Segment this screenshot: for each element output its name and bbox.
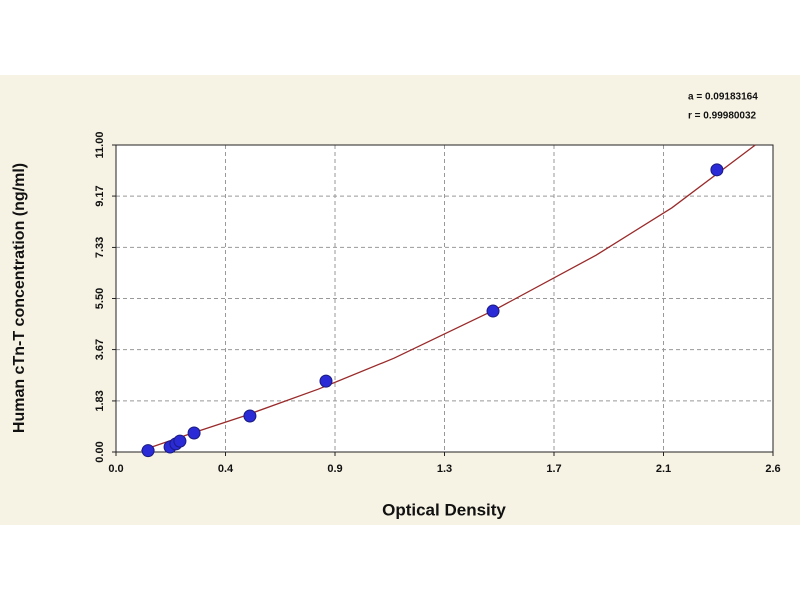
y-tick-label: 7.33 — [94, 237, 106, 258]
x-tick-label: 0.0 — [108, 463, 123, 475]
x-tick-label: 0.4 — [218, 463, 234, 475]
data-point — [243, 409, 257, 423]
y-tick-label: 5.50 — [94, 288, 106, 309]
y-tick-label: 0.00 — [94, 441, 106, 462]
plot-border — [115, 144, 774, 453]
annotation: r = 0.99980032 — [688, 111, 757, 122]
fit-curve — [141, 144, 756, 452]
data-point — [173, 434, 187, 448]
annotation: a = 0.09183164 — [688, 92, 758, 103]
x-tick-label: 1.7 — [546, 463, 561, 475]
x-axis-label: Optical Density — [382, 500, 506, 519]
x-tick-label: 2.6 — [765, 463, 780, 475]
x-tick-label: 2.1 — [656, 463, 671, 475]
x-tick-label: 0.9 — [327, 463, 342, 475]
data-point — [319, 374, 333, 388]
y-axis-label: Human cTn-T concentration (ng/ml) — [11, 163, 28, 433]
data-point — [710, 163, 724, 177]
y-tick-label: 3.67 — [94, 339, 106, 360]
y-tick-label: 11.00 — [94, 132, 106, 159]
data-point — [141, 444, 155, 458]
data — [141, 144, 756, 458]
grid — [112, 144, 774, 456]
y-tick-label: 9.17 — [94, 185, 106, 206]
data-point — [486, 304, 500, 318]
data-point — [187, 426, 201, 440]
y-tick-label: 1.83 — [94, 390, 106, 411]
x-tick-label: 1.3 — [437, 463, 452, 475]
